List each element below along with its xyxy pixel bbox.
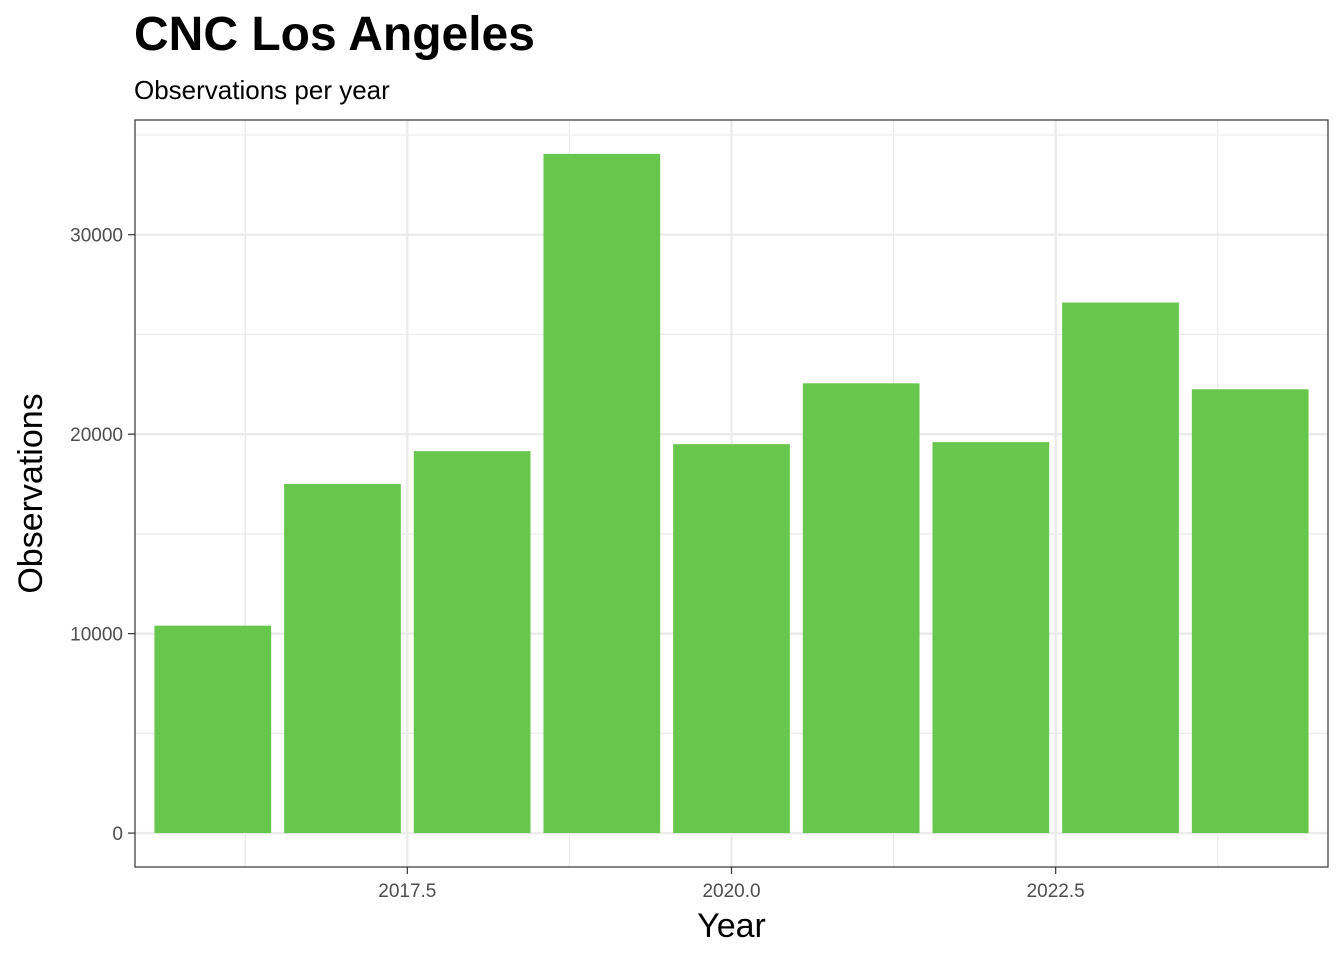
y-tick-label: 0 xyxy=(112,824,123,845)
y-tick-label: 20000 xyxy=(70,425,123,446)
chart-title: CNC Los Angeles xyxy=(134,8,535,61)
y-tick-label: 30000 xyxy=(70,226,123,247)
bar-2021 xyxy=(802,383,920,834)
bar-2020 xyxy=(673,444,790,834)
bar-2017 xyxy=(284,484,401,834)
bar-2022 xyxy=(932,442,1050,834)
bar-2024 xyxy=(1191,389,1309,834)
chart-subtitle: Observations per year xyxy=(134,75,390,105)
y-tick-label: 10000 xyxy=(70,625,123,646)
x-axis: 2017.5 2020.0 2022.5 xyxy=(378,867,1085,902)
bars xyxy=(154,153,1309,834)
x-tick-label: 2017.5 xyxy=(378,881,436,902)
bar-2016 xyxy=(154,625,272,834)
bar-2018 xyxy=(413,451,531,834)
bar-2023 xyxy=(1062,302,1179,834)
x-tick-label: 2020.0 xyxy=(702,881,760,902)
y-axis-title: Observations xyxy=(12,393,50,593)
y-axis: 0 10000 20000 30000 xyxy=(70,226,135,845)
bar-2019 xyxy=(543,153,661,834)
x-tick-label: 2022.5 xyxy=(1027,881,1085,902)
x-axis-title: Year xyxy=(697,907,766,945)
